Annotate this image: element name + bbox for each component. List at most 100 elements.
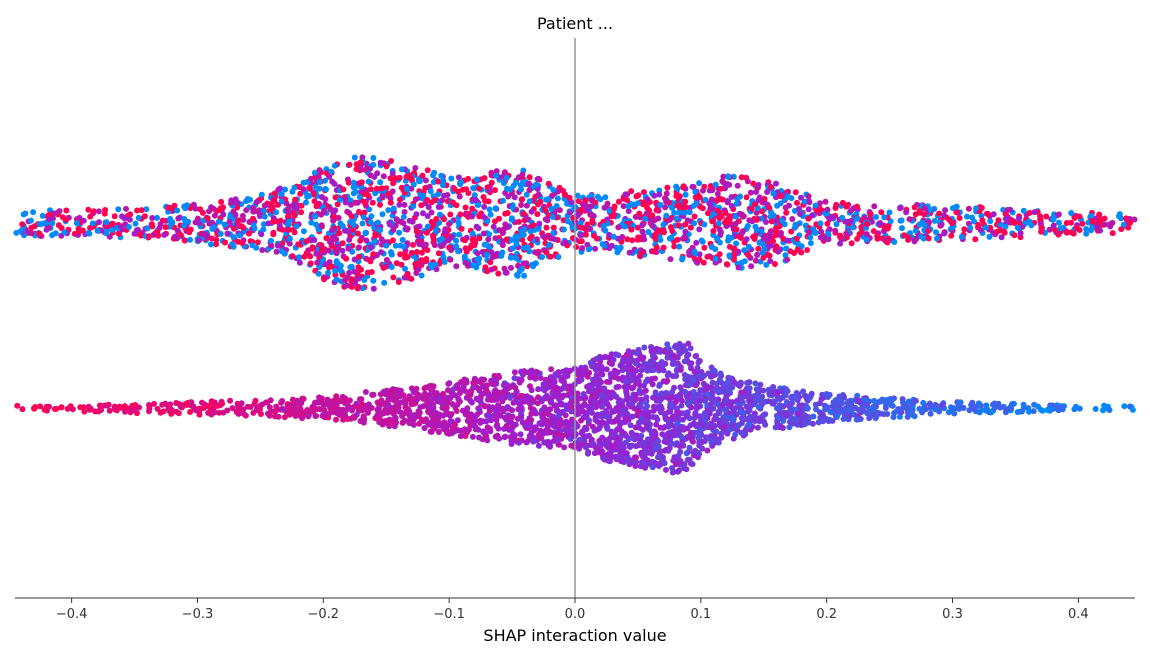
data-point [268, 242, 275, 249]
data-point [390, 179, 397, 186]
data-point [708, 244, 715, 250]
data-point [542, 216, 549, 223]
data-point [431, 197, 438, 204]
data-point [473, 176, 480, 183]
data-point [455, 188, 462, 195]
data-point [378, 249, 385, 256]
data-point [289, 253, 296, 260]
data-point [291, 229, 298, 236]
data-point [681, 358, 688, 365]
data-point [708, 364, 715, 371]
data-point [655, 227, 662, 234]
data-point [508, 216, 515, 223]
data-point [39, 212, 46, 219]
data-point [87, 213, 94, 220]
data-point [517, 431, 524, 438]
data-point [778, 217, 785, 224]
data-point [157, 409, 164, 416]
data-point [824, 206, 831, 213]
data-point [424, 223, 431, 230]
data-point [545, 180, 552, 187]
data-point [871, 203, 878, 210]
data-point [566, 194, 573, 201]
data-point [388, 264, 395, 270]
data-point [108, 227, 115, 233]
data-point [849, 404, 856, 410]
data-point [744, 380, 750, 386]
data-point [714, 191, 721, 197]
data-point [772, 261, 778, 267]
data-point [650, 407, 657, 414]
data-point [906, 216, 913, 223]
data-point [351, 154, 358, 161]
data-point [1026, 218, 1033, 225]
data-point [1016, 215, 1022, 222]
data-point [759, 249, 766, 256]
data-point [468, 399, 475, 406]
data-point [732, 220, 739, 227]
data-point [689, 183, 696, 190]
data-point [723, 261, 730, 268]
data-point [261, 207, 267, 214]
data-point [500, 180, 507, 187]
data-point [948, 232, 955, 239]
data-point [728, 194, 735, 200]
data-point [428, 209, 435, 216]
data-point [663, 212, 670, 219]
data-point [224, 230, 231, 237]
data-point [593, 355, 600, 362]
data-point [657, 201, 664, 208]
data-point [395, 279, 402, 285]
data-point [455, 219, 462, 226]
data-point [619, 410, 626, 417]
data-point [539, 431, 546, 437]
data-point [256, 213, 263, 220]
data-point [693, 352, 700, 359]
data-point [461, 253, 468, 260]
data-point [329, 237, 336, 244]
data-point [720, 173, 727, 180]
data-point [1120, 221, 1127, 228]
data-point [687, 224, 694, 231]
data-point [370, 285, 377, 292]
data-point [354, 199, 361, 206]
data-point [1098, 216, 1105, 223]
data-point [554, 195, 561, 202]
data-point [628, 188, 635, 195]
data-point [351, 256, 358, 263]
data-point [926, 219, 933, 226]
data-point [499, 242, 506, 249]
data-point [95, 208, 102, 215]
data-point [743, 236, 750, 243]
data-point [635, 192, 642, 199]
data-point [690, 388, 697, 395]
data-point [500, 226, 507, 233]
data-point [435, 191, 442, 198]
data-point [274, 242, 281, 249]
data-point [1083, 226, 1090, 232]
data-point [502, 210, 509, 217]
data-point [920, 399, 927, 406]
data-point [348, 276, 355, 283]
data-point [19, 221, 26, 228]
data-point [718, 229, 724, 236]
data-point [167, 218, 174, 225]
data-point [1001, 229, 1008, 236]
data-point [696, 180, 703, 187]
data-point [397, 251, 404, 258]
data-point [967, 224, 974, 231]
data-point [713, 235, 720, 242]
data-point [351, 222, 357, 229]
data-point [401, 201, 408, 208]
data-point [435, 395, 442, 402]
data-point [542, 207, 549, 214]
data-point [726, 426, 733, 433]
data-point [514, 415, 521, 422]
data-point [250, 208, 257, 215]
data-point [877, 220, 884, 226]
data-point [578, 238, 585, 245]
data-point [663, 190, 670, 197]
data-point [331, 162, 338, 169]
data-point [282, 186, 288, 193]
data-point [298, 202, 305, 209]
